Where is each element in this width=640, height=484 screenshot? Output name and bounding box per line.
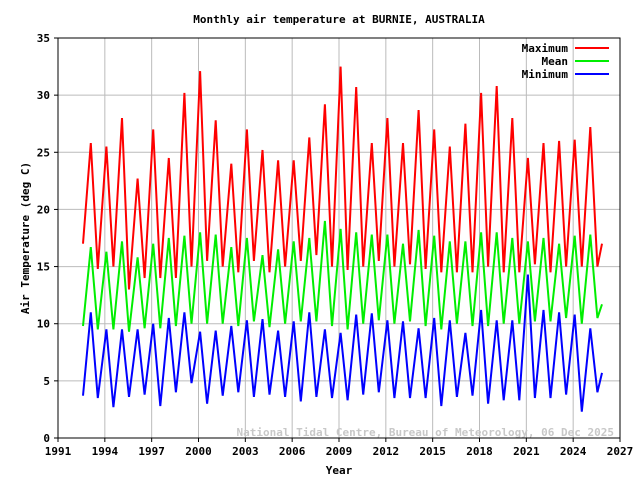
y-tick-label: 25 (37, 146, 50, 159)
x-tick-label: 2009 (326, 445, 353, 458)
series-line-maximum (82, 66, 603, 290)
chart-title: Monthly air temperature at BURNIE, AUSTR… (193, 13, 485, 26)
y-axis-label: Air Temperature (deg C) (19, 162, 32, 314)
legend-label-maximum: Maximum (522, 42, 569, 55)
y-tick-label: 10 (37, 318, 50, 331)
y-tick-label: 15 (37, 261, 50, 274)
y-tick-label: 5 (43, 375, 50, 388)
y-tick-label: 30 (37, 89, 50, 102)
watermark: National Tidal Centre, Bureau of Meteoro… (237, 426, 615, 439)
series-line-mean (82, 220, 603, 332)
y-tick-label: 35 (37, 32, 50, 45)
series-lines (82, 66, 603, 412)
legend-label-mean: Mean (542, 55, 569, 68)
series-line-minimum (82, 274, 603, 412)
x-tick-label: 2012 (373, 445, 400, 458)
x-tick-label: 1994 (92, 445, 119, 458)
x-tick-label: 2021 (513, 445, 540, 458)
x-tick-label: 2018 (466, 445, 493, 458)
x-tick-label: 2006 (279, 445, 306, 458)
axis-ticks: 1991 1994 1997 2000 2003 2006 2009 2012 2015 2018… (37, 32, 634, 458)
x-tick-label: 1991 (45, 445, 72, 458)
x-tick-label: 2027 (607, 445, 634, 458)
x-tick-label: 1997 (138, 445, 165, 458)
y-tick-label: 20 (37, 203, 50, 216)
x-tick-label: 2024 (560, 445, 587, 458)
x-axis-label: Year (326, 464, 353, 477)
y-tick-label: 0 (43, 432, 50, 445)
x-tick-label: 2000 (185, 445, 212, 458)
x-tick-label: 2015 (419, 445, 446, 458)
legend-label-minimum: Minimum (522, 68, 569, 81)
x-tick-label: 2003 (232, 445, 259, 458)
